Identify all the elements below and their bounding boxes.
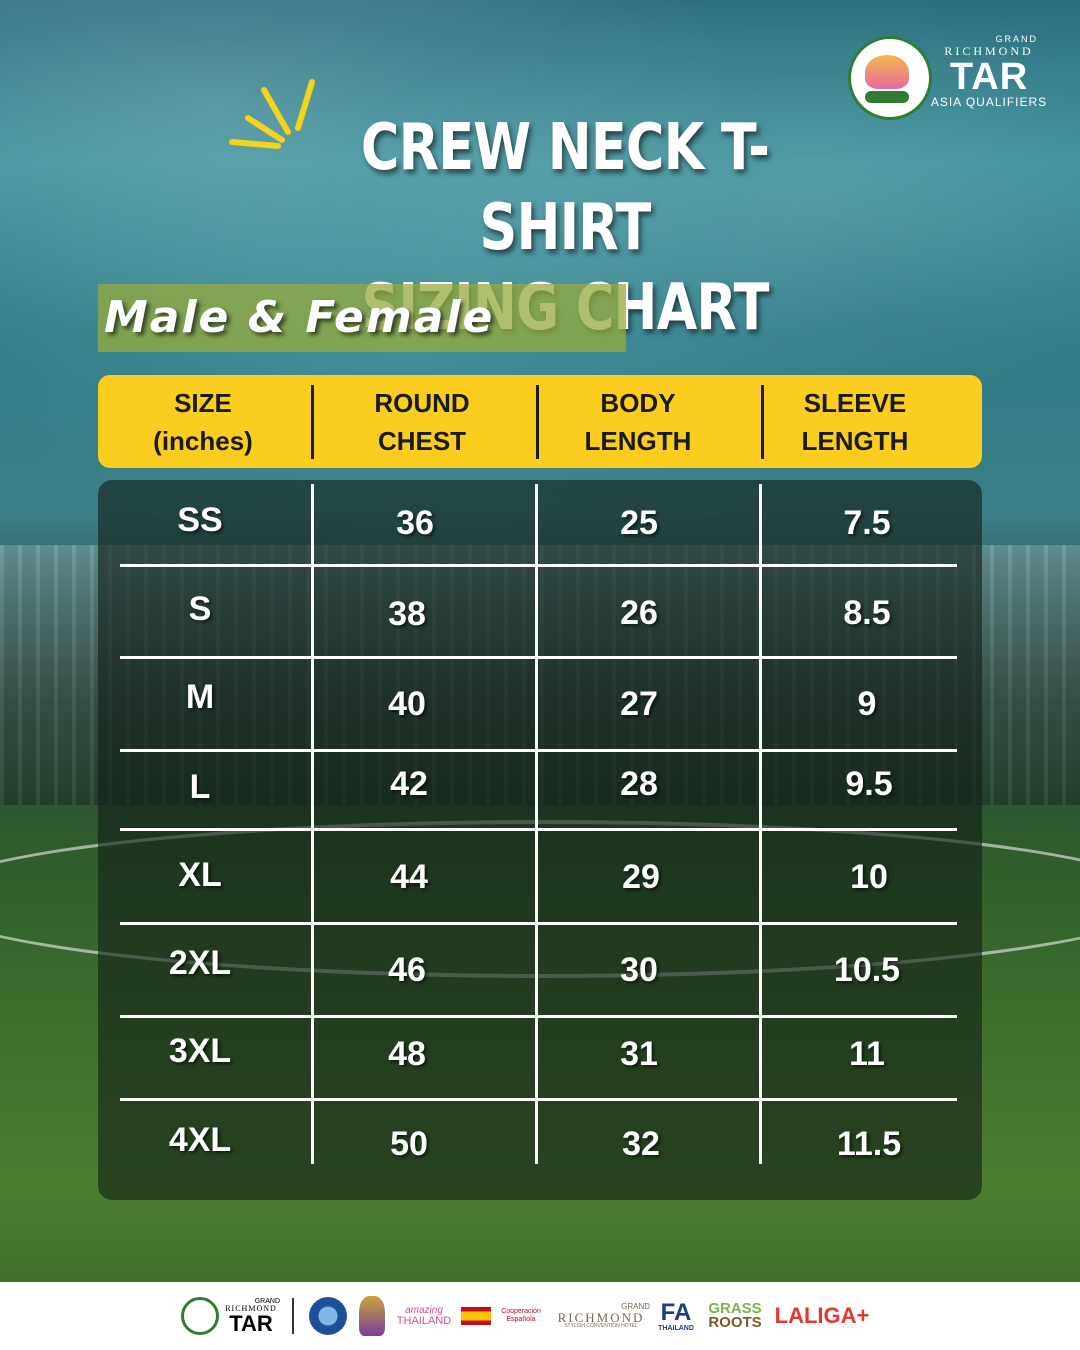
brand-richmond: RICHMOND xyxy=(944,44,1034,58)
crest-icon xyxy=(356,1282,388,1350)
column-divider xyxy=(759,484,762,1164)
header-size-line1: SIZE xyxy=(174,388,232,418)
cell-body: 25 xyxy=(620,504,658,542)
row-divider xyxy=(120,1098,957,1101)
subtitle: Male & Female xyxy=(104,292,495,343)
header-size: SIZE (inches) xyxy=(103,383,303,461)
cell-body: 30 xyxy=(620,951,658,989)
cell-size: XL xyxy=(178,856,222,894)
footer-tar: TAR xyxy=(229,1310,273,1336)
header-body-line2: LENGTH xyxy=(584,426,692,456)
column-divider xyxy=(311,484,314,1164)
footer-divider xyxy=(292,1298,294,1334)
footer-fa: FA xyxy=(660,1298,692,1326)
cell-size: SS xyxy=(177,501,223,539)
table-header: SIZE (inches) ROUND CHEST BODY LENGTH SLEEV… xyxy=(98,375,982,468)
cooperacion-logo: Cooperación Española xyxy=(498,1282,544,1350)
cell-sleeve: 10 xyxy=(850,858,888,896)
sponsor-footer: GRAND RICHMOND TAR amazing THAILAND Coop… xyxy=(0,1282,1080,1350)
cell-chest: 48 xyxy=(388,1035,426,1073)
cell-sleeve: 7.5 xyxy=(843,504,891,542)
cell-chest: 42 xyxy=(390,765,428,803)
cell-body: 29 xyxy=(622,858,660,896)
brand-subtitle: ASIA QUALIFIERS xyxy=(930,95,1048,109)
cell-sleeve: 9.5 xyxy=(845,765,893,803)
column-divider xyxy=(535,484,538,1164)
footer-fa-thailand: THAILAND xyxy=(658,1324,694,1332)
footer-roots: ROOTS xyxy=(708,1314,762,1331)
footer-richmond: RICHMOND xyxy=(557,1310,645,1325)
footer-cooperacion: Cooperación Española xyxy=(501,1308,541,1323)
cell-body: 28 xyxy=(620,765,658,803)
cell-chest: 40 xyxy=(388,685,426,723)
header-body: BODY LENGTH xyxy=(538,383,738,461)
cell-size: 4XL xyxy=(168,1121,232,1159)
cell-chest: 50 xyxy=(390,1125,428,1163)
size-table xyxy=(98,480,982,1200)
amazing-thailand-logo: amazing THAILAND xyxy=(396,1282,452,1350)
seal-icon xyxy=(306,1282,350,1350)
footer-tar-grand: GRAND xyxy=(254,1297,280,1305)
footer-tar-logo: GRAND RICHMOND TAR xyxy=(222,1282,280,1350)
title-line-1: CREW NECK T-SHIRT xyxy=(360,111,770,265)
cell-body: 26 xyxy=(620,594,658,632)
header-divider xyxy=(536,385,539,459)
footer-richmond-sub: STYLISH CONVENTION HOTEL xyxy=(564,1323,638,1329)
cell-sleeve: 11.5 xyxy=(836,1125,902,1163)
footer-laliga: LALIGA+ xyxy=(774,1303,870,1328)
laliga-logo: LALIGA+ xyxy=(772,1282,872,1350)
cell-size: S xyxy=(188,590,212,628)
row-divider xyxy=(120,564,957,567)
cell-sleeve: 10.5 xyxy=(833,951,901,989)
row-divider xyxy=(120,749,957,752)
header-chest: ROUND CHEST xyxy=(322,383,522,461)
header-sleeve: SLEEVE LENGTH xyxy=(755,383,955,461)
cell-body: 27 xyxy=(620,685,658,723)
sunburst-icon xyxy=(229,79,315,149)
tournament-logo-icon xyxy=(180,1282,220,1350)
cell-chest: 36 xyxy=(396,504,434,542)
grand-richmond-logo: GRAND RICHMOND STYLISH CONVENTION HOTEL xyxy=(552,1282,650,1350)
cell-sleeve: 9 xyxy=(857,685,877,723)
header-divider xyxy=(761,385,764,459)
row-divider xyxy=(120,656,957,659)
header-chest-line1: ROUND xyxy=(374,388,470,418)
brand-grand: GRAND xyxy=(995,34,1038,44)
cell-size: 2XL xyxy=(168,944,232,982)
footer-grand: GRAND xyxy=(621,1302,650,1311)
footer-tar-richmond: RICHMOND xyxy=(225,1303,277,1313)
cell-sleeve: 11 xyxy=(849,1035,885,1073)
fa-thailand-logo: FA THAILAND xyxy=(656,1282,696,1350)
footer-grass: GRASS xyxy=(708,1299,762,1317)
flag-icon xyxy=(458,1282,494,1350)
header-chest-line2: CHEST xyxy=(377,426,467,456)
brand-block: GRAND RICHMOND TAR ASIA QUALIFIERS xyxy=(930,34,1048,109)
cell-size: M xyxy=(185,678,215,716)
header-sleeve-line1: SLEEVE xyxy=(803,388,907,418)
row-divider xyxy=(120,1015,957,1018)
cell-chest: 38 xyxy=(388,595,426,633)
cell-chest: 46 xyxy=(388,951,426,989)
cell-size: 3XL xyxy=(168,1032,232,1070)
tournament-logo-icon xyxy=(848,36,932,120)
brand-tar: TAR xyxy=(949,56,1029,98)
header-body-line1: BODY xyxy=(600,388,676,418)
row-divider xyxy=(120,922,957,925)
footer-thailand: THAILAND xyxy=(396,1314,452,1327)
header-sleeve-line2: LENGTH xyxy=(801,426,909,456)
cell-sleeve: 8.5 xyxy=(843,594,891,632)
subtitle-band xyxy=(98,284,626,352)
footer-amazing: amazing xyxy=(405,1304,443,1316)
cell-body: 31 xyxy=(620,1035,658,1073)
cell-body: 32 xyxy=(622,1125,660,1163)
cell-chest: 44 xyxy=(390,858,428,896)
grassroots-logo: GRASS ROOTS xyxy=(704,1282,766,1350)
header-divider xyxy=(311,385,314,459)
row-divider xyxy=(120,828,957,831)
cell-size: L xyxy=(189,768,211,806)
header-size-line2: (inches) xyxy=(153,426,253,456)
